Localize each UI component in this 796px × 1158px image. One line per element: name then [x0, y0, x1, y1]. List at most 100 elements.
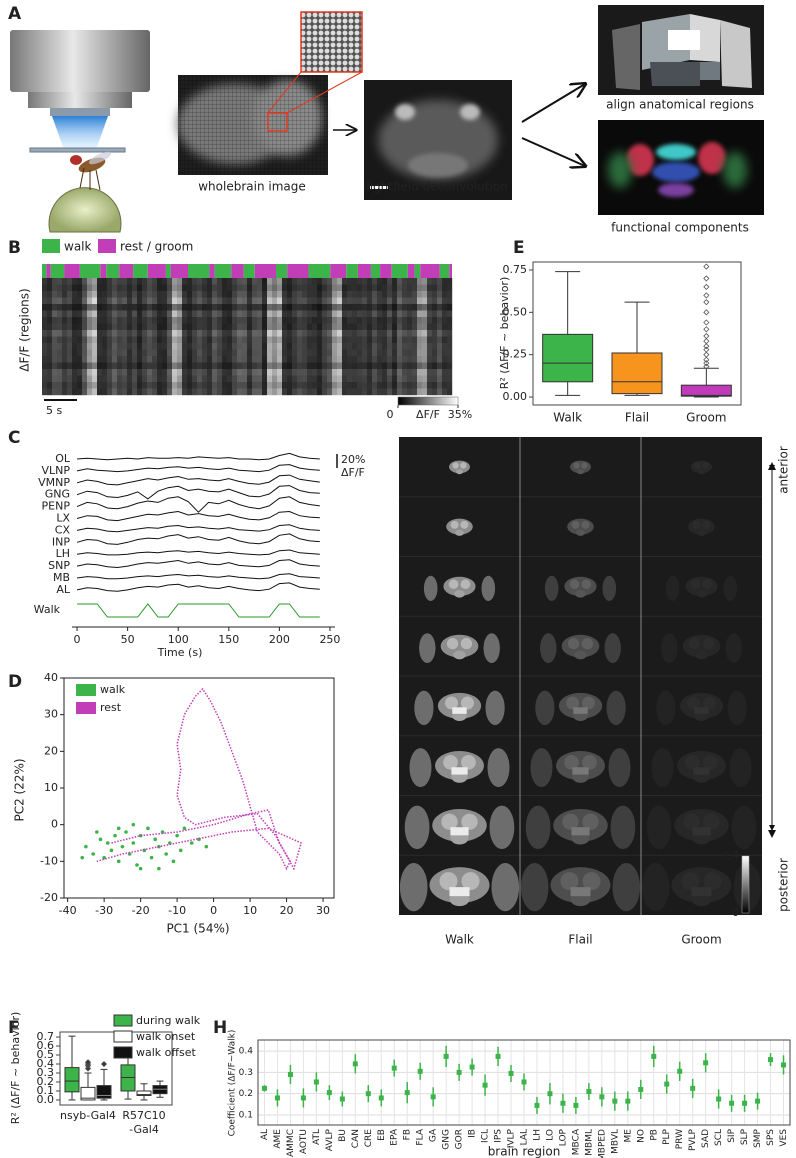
sez — [696, 590, 707, 598]
heatmap-cell — [397, 382, 403, 389]
heatmap-cell — [72, 369, 78, 376]
heatmap-cell — [147, 343, 153, 350]
x-axis-label: PC1 (54%) — [166, 922, 229, 936]
heatmap-cell — [417, 310, 423, 318]
heatmap-cell — [437, 291, 443, 298]
heatmap-cell — [442, 388, 448, 396]
heatmap-cell — [277, 336, 283, 344]
heatmap-cell — [362, 323, 368, 331]
heatmap-cell — [427, 291, 433, 298]
heatmap-cell — [437, 323, 443, 331]
heatmap-cell — [52, 297, 58, 305]
heatmap-cell — [182, 278, 188, 285]
behavior-segment — [119, 264, 134, 278]
heatmap-cell — [282, 330, 288, 337]
heatmap-cell — [147, 330, 153, 337]
outlier — [100, 1060, 108, 1068]
heatmap-cell — [432, 388, 438, 396]
heatmap-cell — [152, 356, 158, 363]
trace-label: VLNP — [41, 464, 70, 477]
heatmap-cell — [192, 362, 198, 370]
heatmap-cell — [67, 297, 73, 305]
heatmap-cell — [257, 369, 263, 376]
heatmap-cell — [342, 349, 348, 357]
heatmap-cell — [57, 304, 63, 311]
x-tick-label: -40 — [59, 904, 77, 917]
heatmap-cell — [97, 382, 103, 389]
heatmap-cell — [62, 297, 68, 305]
heatmap-cell — [252, 362, 258, 370]
heatmap-cell — [247, 349, 253, 357]
outlier — [703, 332, 710, 340]
heatmap-cell — [47, 369, 53, 376]
heatmap-cell — [157, 330, 163, 337]
heatmap-cell — [292, 336, 298, 344]
point — [664, 1081, 670, 1087]
heatmap-cell — [312, 291, 318, 298]
heatmap-cell — [412, 291, 418, 298]
point — [417, 1068, 423, 1074]
heatmap-cell — [97, 297, 103, 305]
heatmap-cell — [227, 284, 233, 292]
heatmap-cell — [157, 336, 163, 344]
heatmap-cell — [227, 330, 233, 337]
heatmap-cell — [227, 304, 233, 311]
heatmap-cell — [382, 284, 388, 292]
heatmap-cell — [432, 369, 438, 376]
heatmap-cell — [167, 310, 173, 318]
heatmap-cell — [262, 291, 268, 298]
heatmap-cell — [447, 382, 453, 389]
brain-lobe — [581, 462, 588, 469]
heatmap-cell — [207, 323, 213, 331]
heatmap-cell — [372, 330, 378, 337]
heatmap-cell — [247, 343, 253, 350]
heatmap-cell — [112, 349, 118, 357]
heatmap-cell — [167, 369, 173, 376]
heatmap-cell — [237, 356, 243, 363]
heatmap-cell — [102, 349, 108, 357]
box — [542, 333, 594, 383]
heatmap-cell — [302, 323, 308, 331]
x-tick-label: 20 — [280, 904, 294, 917]
trace — [76, 533, 320, 545]
heatmap-cell — [57, 310, 63, 318]
heatmap-cell — [357, 291, 363, 298]
heatmap-cell — [227, 310, 233, 318]
heatmap-cell — [132, 297, 138, 305]
heatmap-cell — [182, 356, 188, 363]
point — [612, 1098, 618, 1104]
heatmap-cell — [72, 317, 78, 324]
heatmap-cell — [162, 278, 168, 285]
arrow-head — [768, 462, 776, 470]
optic-lobe — [491, 863, 520, 912]
heatmap-cell — [257, 349, 263, 357]
heatmap-cell — [307, 304, 313, 311]
zoom-box — [267, 112, 288, 132]
heatmap-cell — [102, 343, 108, 350]
heatmap-cell — [182, 382, 188, 389]
heatmap-cell — [177, 297, 183, 305]
heatmap-cell — [52, 304, 58, 311]
heatmap-cell — [47, 382, 53, 389]
heatmap-cell — [422, 330, 428, 337]
heatmap-cell — [277, 369, 283, 376]
heatmap-cell — [377, 336, 383, 344]
heatmap-cell — [157, 382, 163, 389]
heatmap-cell — [167, 388, 173, 396]
heatmap-cell — [422, 362, 428, 370]
heatmap-cell — [162, 323, 168, 331]
heatmap-cell — [192, 349, 198, 357]
heatmap-cell — [422, 388, 428, 396]
heatmap-cell — [337, 284, 343, 292]
heatmap-cell — [412, 356, 418, 363]
heatmap-cell — [187, 388, 193, 396]
heatmap-cell — [217, 362, 223, 370]
image-caption: functional components — [611, 221, 749, 235]
heatmap-cell — [247, 284, 253, 292]
heatmap-cell — [57, 375, 63, 383]
heatmap-cell — [272, 362, 278, 370]
heatmap-cell — [427, 343, 433, 350]
x-tick-label: MBVL — [610, 1129, 620, 1154]
heatmap-cell — [442, 375, 448, 383]
brain-lobe — [446, 637, 459, 650]
